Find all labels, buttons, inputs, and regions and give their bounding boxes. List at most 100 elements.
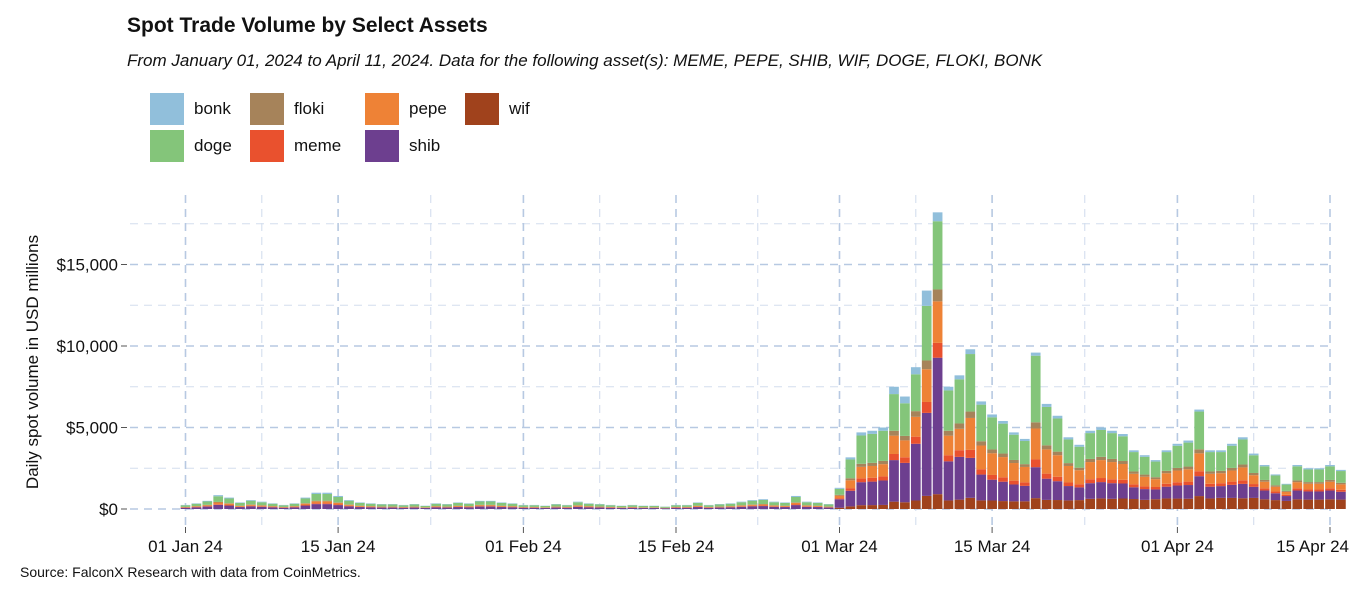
- bar-segment-meme: [1248, 484, 1259, 487]
- bar-stack: [355, 502, 365, 509]
- bar-segment-shib: [1270, 493, 1281, 501]
- bar-segment-meme: [1205, 483, 1215, 487]
- bar-segment-pepe: [246, 504, 256, 506]
- bar-segment-meme: [943, 455, 954, 462]
- bar-stack: [507, 503, 518, 509]
- bar-stack: [344, 500, 354, 509]
- bar-segment-shib: [322, 504, 333, 509]
- bar-segment-meme: [322, 503, 333, 505]
- bar-segment-bonk: [235, 502, 245, 504]
- bar-segment-meme: [1259, 488, 1270, 491]
- bar-segment-pepe: [1096, 460, 1106, 479]
- bar-segment-shib: [889, 460, 899, 502]
- bar-segment-doge: [736, 502, 747, 506]
- bar-segment-doge: [1019, 441, 1030, 465]
- bar-segment-shib: [758, 506, 769, 509]
- bar-segment-bonk: [845, 457, 856, 460]
- bar-stack: [867, 430, 878, 509]
- bar-stack: [725, 503, 736, 509]
- bar-segment-wif: [954, 499, 965, 509]
- bar-segment-doge: [1118, 436, 1128, 462]
- bar-segment-shib: [1336, 491, 1346, 500]
- bar-segment-pepe: [1085, 462, 1096, 480]
- bar-segment-pepe: [202, 505, 213, 507]
- bar-stack: [1009, 432, 1019, 509]
- bar-segment-doge: [1270, 475, 1281, 486]
- bar-segment-wif: [932, 494, 943, 509]
- bar-segment-pepe: [267, 506, 278, 508]
- bar-segment-shib: [180, 507, 191, 509]
- bar-segment-shib: [1009, 484, 1019, 502]
- bar-stack: [954, 375, 965, 509]
- legend-swatch: [150, 130, 184, 162]
- bar-segment-pepe: [845, 480, 856, 489]
- bar-segment-shib: [442, 507, 452, 509]
- bar-stack: [322, 492, 333, 509]
- x-tick-label: 01 Feb 24: [485, 537, 562, 556]
- bar-segment-shib: [1161, 486, 1172, 499]
- bar-segment-bonk: [1085, 430, 1096, 434]
- bar-segment-wif: [845, 506, 856, 509]
- bar-segment-meme: [1030, 459, 1041, 468]
- x-tick-label: 15 Apr 24: [1276, 537, 1349, 556]
- bar-stack: [1030, 352, 1041, 509]
- bar-segment-doge: [333, 497, 343, 503]
- bar-segment-bonk: [692, 502, 703, 504]
- y-tick-label: $5,000: [66, 419, 118, 438]
- bar-segment-pepe: [889, 435, 899, 454]
- bar-segment-meme: [1194, 471, 1205, 477]
- bar-segment-bonk: [1030, 352, 1041, 356]
- bar-segment-doge: [671, 505, 681, 507]
- bar-segment-wif: [1281, 500, 1292, 509]
- bar-segment-pepe: [1118, 464, 1128, 480]
- bar-stack: [747, 500, 758, 509]
- bar-segment-pepe: [1194, 453, 1205, 472]
- bar-segment-meme: [1128, 484, 1139, 488]
- bar-segment-pepe: [311, 501, 322, 504]
- bar-stack: [801, 501, 812, 509]
- bar-segment-pepe: [583, 506, 594, 508]
- bar-segment-pepe: [1107, 462, 1117, 480]
- bar-segment-bonk: [965, 349, 976, 355]
- bar-stack: [878, 427, 888, 509]
- bar-segment-shib: [823, 507, 834, 509]
- bar-segment-doge: [1248, 455, 1259, 473]
- bar-stack: [442, 504, 452, 509]
- bar-segment-pepe: [376, 506, 387, 508]
- bar-segment-doge: [834, 488, 845, 495]
- bar-segment-bonk: [474, 500, 485, 502]
- bar-segment-floki: [1281, 490, 1292, 492]
- bar-segment-shib: [1107, 483, 1117, 499]
- bar-segment-shib: [213, 504, 224, 509]
- bar-segment-pepe: [594, 506, 605, 508]
- bar-stack: [769, 501, 779, 509]
- bar-segment-meme: [1041, 473, 1052, 479]
- x-axis: 01 Jan 24 15 Jan 24 01 Feb 24 15 Feb 24 01 M…: [148, 527, 1349, 556]
- bar-segment-doge: [1216, 452, 1226, 471]
- bar-segment-pepe: [1205, 473, 1215, 484]
- legend-item-floki: floki: [250, 93, 324, 125]
- bar-segment-pepe: [714, 506, 725, 508]
- bar-segment-bonk: [1118, 434, 1128, 437]
- bar-segment-doge: [921, 305, 932, 361]
- bar-segment-shib: [594, 507, 605, 509]
- bar-stack: [1183, 440, 1194, 509]
- bar-segment-floki: [932, 289, 943, 302]
- bar-segment-doge: [998, 423, 1008, 454]
- bar-segment-meme: [791, 504, 801, 506]
- bar-segment-shib: [954, 456, 965, 500]
- bar-segment-doge: [1107, 433, 1117, 459]
- bar-segment-doge: [322, 494, 333, 501]
- legend-label: wif: [509, 99, 530, 118]
- bar-segment-pepe: [387, 506, 398, 508]
- bar-stack: [1227, 443, 1237, 509]
- bar-segment-shib: [1030, 467, 1041, 499]
- bar-segment-pepe: [1292, 482, 1303, 489]
- bar-segment-bonk: [224, 497, 234, 499]
- bar-segment-doge: [1227, 445, 1237, 468]
- bars: [180, 212, 1346, 509]
- bar-segment-shib: [1292, 490, 1303, 500]
- bar-stack: [834, 487, 845, 509]
- bar-segment-floki: [1270, 485, 1281, 487]
- bar-segment-shib: [333, 505, 343, 509]
